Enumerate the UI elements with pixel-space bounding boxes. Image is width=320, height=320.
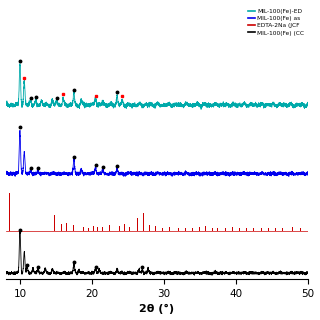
Bar	[185, 228, 186, 231]
Bar	[192, 228, 193, 231]
Bar	[78, 226, 79, 231]
Bar	[260, 228, 261, 231]
Bar	[115, 224, 116, 231]
Bar	[66, 222, 67, 231]
X-axis label: 2θ (°): 2θ (°)	[139, 304, 174, 315]
Bar	[253, 228, 254, 231]
Bar	[282, 228, 283, 231]
Bar	[275, 228, 276, 231]
Bar	[109, 225, 110, 231]
Bar	[205, 226, 206, 231]
Bar	[54, 215, 55, 231]
Bar	[268, 228, 269, 231]
Bar	[83, 227, 84, 231]
Bar	[137, 218, 138, 231]
Bar	[232, 227, 233, 231]
Bar	[212, 228, 213, 231]
Bar	[97, 227, 98, 231]
Bar	[74, 225, 75, 231]
Bar	[225, 228, 226, 231]
Bar	[93, 226, 94, 231]
Bar	[9, 193, 10, 231]
Bar	[61, 224, 62, 231]
Bar	[88, 228, 89, 231]
Bar	[129, 227, 130, 231]
Bar	[199, 227, 200, 231]
Bar	[102, 227, 103, 231]
Bar	[300, 228, 301, 231]
Bar	[124, 224, 125, 231]
Bar	[217, 228, 218, 231]
Bar	[169, 227, 170, 231]
Bar	[143, 212, 144, 231]
Bar	[162, 228, 163, 231]
Bar	[178, 228, 179, 231]
Bar	[155, 226, 156, 231]
Bar	[149, 225, 150, 231]
Legend: MIL-100(Fe)-ED, MIL-100(Fe) as, EDTA-2Na (JCF, MIL-100(Fe) (CC: MIL-100(Fe)-ED, MIL-100(Fe) as, EDTA-2Na…	[247, 8, 305, 36]
Bar	[239, 228, 240, 231]
Bar	[246, 228, 247, 231]
Bar	[119, 226, 120, 231]
